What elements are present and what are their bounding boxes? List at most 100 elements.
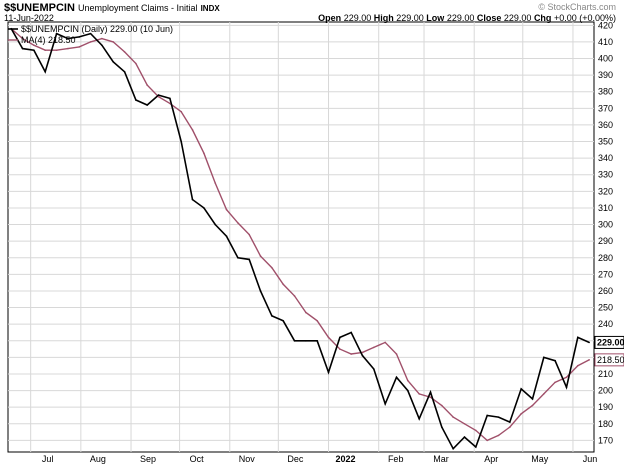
last-ma-label-box bbox=[594, 353, 624, 367]
ma-point bbox=[293, 295, 296, 297]
y-tick-label: 400 bbox=[598, 54, 613, 64]
price-point bbox=[327, 371, 330, 374]
price-point bbox=[565, 386, 568, 389]
symbol-text: $$UNEMPCIN bbox=[4, 2, 75, 14]
ma-point bbox=[135, 62, 137, 65]
ma-point bbox=[486, 439, 488, 442]
x-tick-label: Nov bbox=[239, 454, 256, 464]
price-point bbox=[373, 368, 375, 370]
price-point bbox=[21, 47, 24, 50]
y-tick-label: 340 bbox=[598, 153, 613, 163]
price-point bbox=[89, 32, 92, 35]
y-tick-label: 330 bbox=[598, 170, 613, 180]
ma-point bbox=[554, 381, 556, 384]
ma-point bbox=[55, 49, 58, 52]
ma-point bbox=[203, 152, 205, 154]
y-tick-label: 310 bbox=[598, 203, 613, 213]
price-point bbox=[33, 49, 35, 52]
price-point bbox=[146, 104, 149, 106]
y-tick-label: 280 bbox=[598, 253, 613, 263]
y-tick-label: 250 bbox=[598, 303, 613, 313]
ma-point bbox=[531, 404, 534, 407]
ma-point bbox=[214, 182, 217, 184]
ma-point bbox=[327, 336, 330, 339]
legend-ma-label: MA(4) 218.50 bbox=[21, 35, 76, 45]
price-point bbox=[316, 339, 318, 342]
exchange-label: INDX bbox=[200, 4, 220, 13]
x-tick-label: May bbox=[531, 454, 549, 464]
y-tick-label: 210 bbox=[598, 369, 613, 379]
price-point bbox=[497, 416, 500, 418]
open-label: Open bbox=[318, 13, 342, 23]
legend-price-label: $$UNEMPCIN (Daily) 229.00 (10 Jun) bbox=[21, 24, 173, 34]
ma-point bbox=[21, 37, 24, 40]
ma-point bbox=[475, 429, 477, 432]
ma-point bbox=[305, 311, 307, 314]
y-gridlines bbox=[8, 24, 594, 441]
x-tick-label: Aug bbox=[90, 454, 106, 464]
close-label: Close bbox=[476, 13, 502, 23]
ma-point bbox=[271, 266, 273, 269]
price-point bbox=[475, 446, 477, 448]
y-tick-label: 180 bbox=[598, 419, 613, 429]
price-point bbox=[418, 417, 420, 420]
ma-point bbox=[282, 283, 284, 286]
y-tick-labels: 1701801902002102202302402502602702802903… bbox=[598, 20, 613, 445]
price-point bbox=[554, 359, 556, 362]
high-value: 229.00 bbox=[396, 13, 424, 23]
ma-point bbox=[350, 353, 352, 355]
ma-point bbox=[509, 426, 511, 428]
price-point bbox=[203, 207, 205, 209]
ma-point bbox=[361, 351, 364, 354]
price-point bbox=[293, 339, 296, 342]
ma-point bbox=[248, 233, 250, 236]
last-value-labels: 229.00 218.50 bbox=[594, 335, 624, 367]
x-tick-label: Sep bbox=[140, 454, 156, 464]
ma-point bbox=[520, 413, 522, 415]
price-point bbox=[305, 339, 307, 342]
ma-point bbox=[237, 222, 239, 224]
ma-point bbox=[407, 379, 409, 382]
price-point bbox=[78, 36, 81, 38]
ma-point bbox=[89, 41, 92, 43]
y-tick-label: 170 bbox=[598, 435, 613, 445]
ma-point bbox=[429, 396, 432, 399]
ma-point bbox=[33, 44, 35, 47]
price-point bbox=[407, 389, 409, 392]
price-point bbox=[55, 32, 58, 35]
y-tick-label: 200 bbox=[598, 386, 613, 396]
price-point bbox=[180, 140, 183, 143]
ma-point bbox=[169, 102, 171, 105]
ma-point bbox=[146, 84, 149, 86]
x-tick-label: Jun bbox=[583, 454, 598, 464]
price-point bbox=[463, 436, 466, 438]
ma-point bbox=[316, 320, 318, 322]
y-tick-label: 260 bbox=[598, 286, 613, 296]
y-tick-label: 410 bbox=[598, 37, 613, 47]
price-line bbox=[10, 28, 590, 451]
ma-point bbox=[463, 422, 466, 425]
price-point bbox=[531, 398, 534, 400]
x-tick-label: Apr bbox=[484, 454, 498, 464]
price-point bbox=[429, 391, 432, 394]
ma-point bbox=[565, 376, 568, 379]
y-tick-label: 380 bbox=[598, 87, 613, 97]
y-tick-label: 360 bbox=[598, 120, 613, 130]
last-price-label-box bbox=[594, 335, 624, 349]
y-tick-label: 350 bbox=[598, 137, 613, 147]
open-value: 229.00 bbox=[343, 13, 372, 23]
legend: $$UNEMPCIN (Daily) 229.00 (10 Jun) MA(4)… bbox=[8, 24, 173, 45]
low-label: Low bbox=[426, 13, 445, 23]
x-tick-label: Mar bbox=[433, 454, 449, 464]
y-tick-label: 370 bbox=[598, 103, 613, 113]
ma-point bbox=[157, 95, 160, 98]
price-points bbox=[10, 27, 590, 450]
price-point bbox=[577, 336, 579, 339]
quote-bar: Open 229.00 High 229.00 Low 229.00 Close… bbox=[318, 13, 616, 23]
chg-label: Chg bbox=[533, 13, 552, 23]
x-gridlines bbox=[30, 22, 574, 452]
y-tick-label: 290 bbox=[598, 236, 613, 246]
x-tick-label: Dec bbox=[287, 454, 304, 464]
price-point bbox=[395, 376, 398, 379]
ma-point bbox=[180, 110, 183, 113]
